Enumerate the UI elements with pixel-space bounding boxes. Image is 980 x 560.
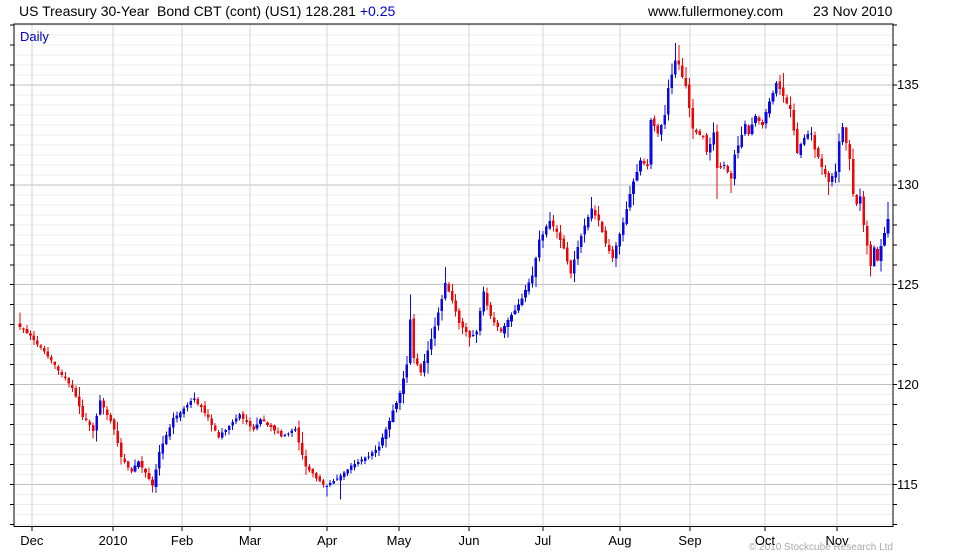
x-axis-label-nov: Nov: [825, 533, 849, 548]
instrument-title: US Treasury 30-Year Bond CBT (cont) (US1…: [19, 3, 395, 19]
website-link: www.fullermoney.com: [648, 3, 784, 19]
y-axis-label-125: 125: [897, 277, 919, 293]
x-axis-label-jun: Jun: [458, 533, 480, 548]
x-axis-label-dec: Dec: [20, 533, 44, 548]
chart-date: 23 Nov 2010: [813, 3, 893, 19]
x-axis-label-2010: 2010: [98, 533, 128, 548]
instrument-name: US Treasury 30-Year Bond CBT (cont) (US1…: [19, 3, 302, 19]
copyright-notice: © 2010 Stockcube Research Ltd: [748, 542, 893, 553]
x-axis-label-jul: Jul: [534, 533, 552, 548]
y-axis-label-130: 130: [897, 177, 919, 193]
x-axis-label-mar: Mar: [238, 533, 262, 548]
timeframe-label: Daily: [20, 29, 49, 44]
price-change: +0.25: [359, 3, 396, 19]
x-axis-label-aug: Aug: [608, 533, 632, 548]
y-axis-label-115: 115: [897, 477, 918, 493]
y-axis-label-120: 120: [897, 377, 919, 393]
x-axis-label-oct: Oct: [754, 533, 776, 548]
x-axis-label-feb: Feb: [170, 533, 194, 548]
last-price: 128.281: [305, 3, 356, 19]
x-axis-label-apr: Apr: [316, 533, 338, 548]
y-axis-label-135: 135: [897, 77, 919, 93]
x-axis-label-may: May: [386, 533, 412, 548]
x-axis-label-sep: Sep: [678, 533, 702, 548]
